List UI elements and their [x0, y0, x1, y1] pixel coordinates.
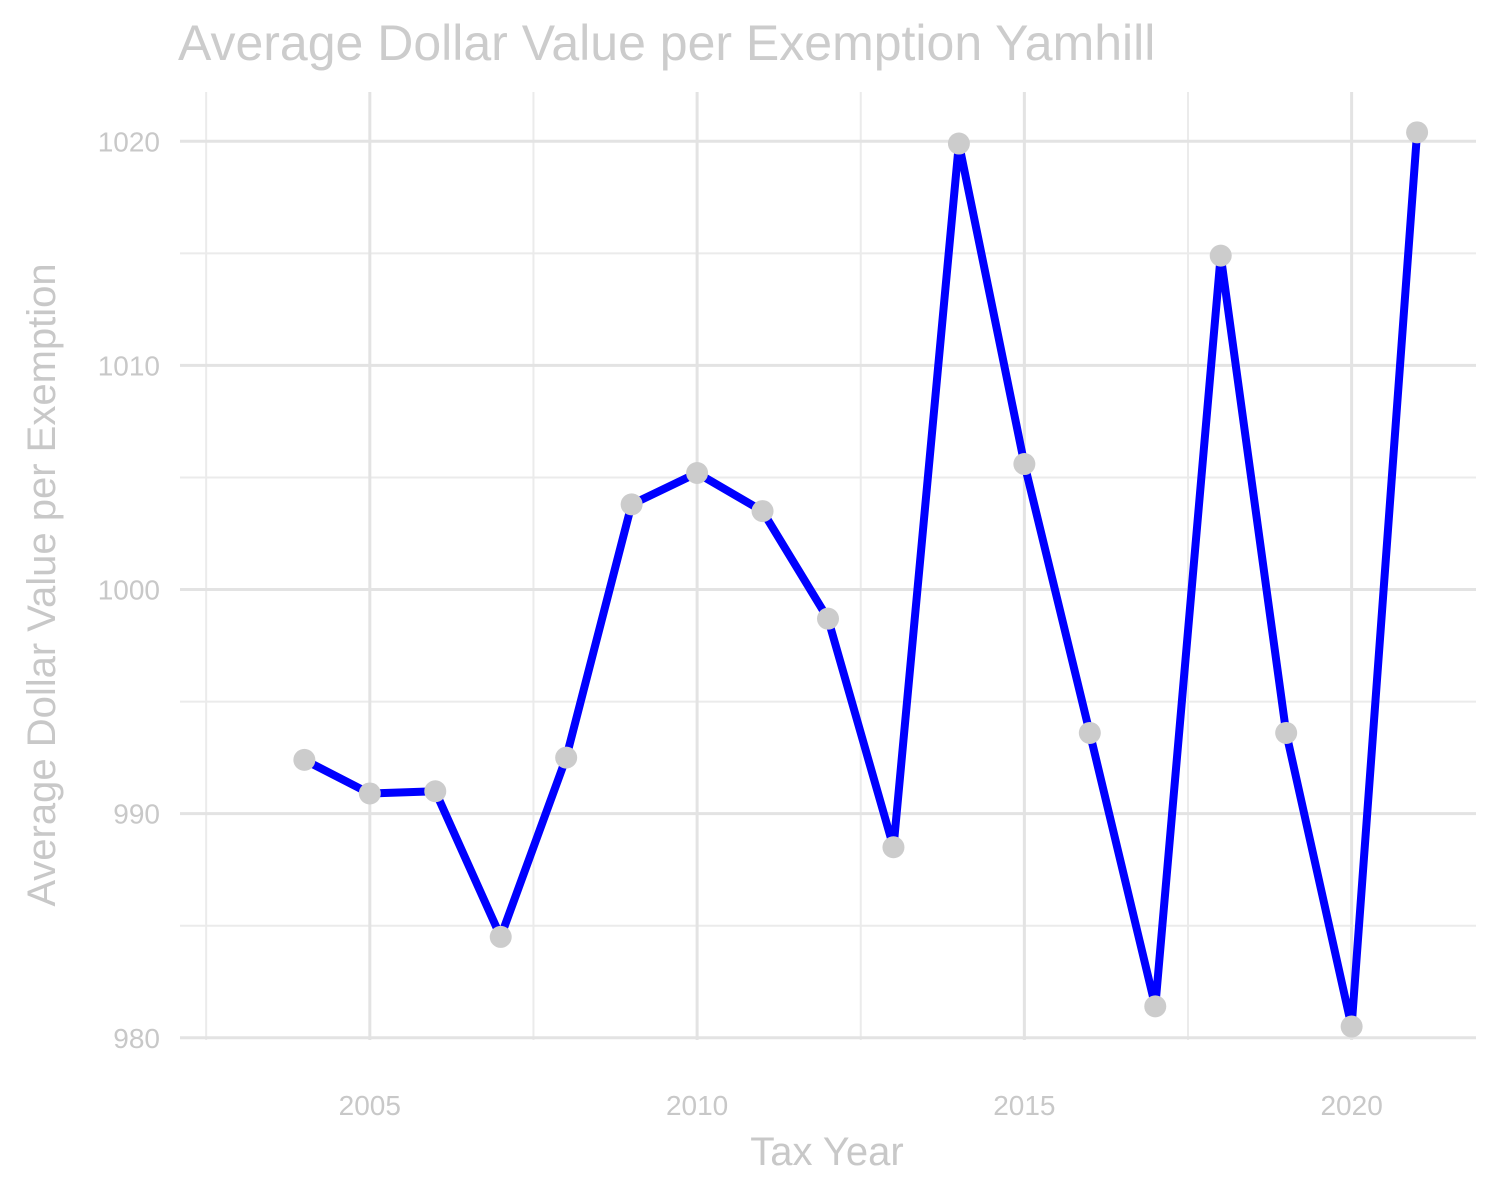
- minor-gridlines: [180, 92, 1476, 1040]
- y-tick-label: 980: [113, 1023, 160, 1054]
- y-tick-label: 1010: [98, 350, 160, 381]
- x-tick-label: 2010: [666, 1090, 728, 1121]
- data-point: [358, 782, 381, 805]
- data-point: [686, 461, 709, 484]
- data-point: [751, 500, 774, 523]
- y-tick-label: 1020: [98, 126, 160, 157]
- y-axis-ticks: 980 990 1000 1010 1020: [98, 126, 160, 1053]
- y-tick-label: 1000: [98, 575, 160, 606]
- chart-title: Average Dollar Value per Exemption Yamhi…: [178, 15, 1156, 71]
- data-point: [817, 607, 839, 630]
- data-point: [1406, 121, 1429, 144]
- data-point: [1209, 244, 1232, 267]
- data-point: [293, 748, 316, 771]
- x-tick-label: 2020: [1320, 1090, 1382, 1121]
- data-point: [620, 493, 643, 516]
- series-line: [300, 128, 1422, 1031]
- x-tick-label: 2005: [339, 1090, 401, 1121]
- data-point: [1340, 1015, 1363, 1038]
- data-point: [947, 132, 970, 155]
- x-axis-label: Tax Year: [750, 1130, 903, 1174]
- data-point: [1144, 995, 1167, 1018]
- x-tick-label: 2015: [993, 1090, 1055, 1121]
- y-tick-label: 990: [113, 799, 160, 830]
- data-point: [489, 925, 512, 948]
- major-gridlines: [180, 92, 1476, 1040]
- y-axis-label: Average Dollar Value per Exemption: [20, 263, 64, 906]
- data-point: [1275, 721, 1298, 744]
- data-point: [1078, 721, 1101, 744]
- x-axis-ticks: 2005 2010 2015 2020: [339, 1090, 1383, 1121]
- data-points: [293, 121, 1429, 1038]
- data-point: [424, 780, 447, 803]
- data-point: [882, 836, 905, 859]
- data-point: [1013, 453, 1036, 476]
- data-point: [555, 746, 578, 769]
